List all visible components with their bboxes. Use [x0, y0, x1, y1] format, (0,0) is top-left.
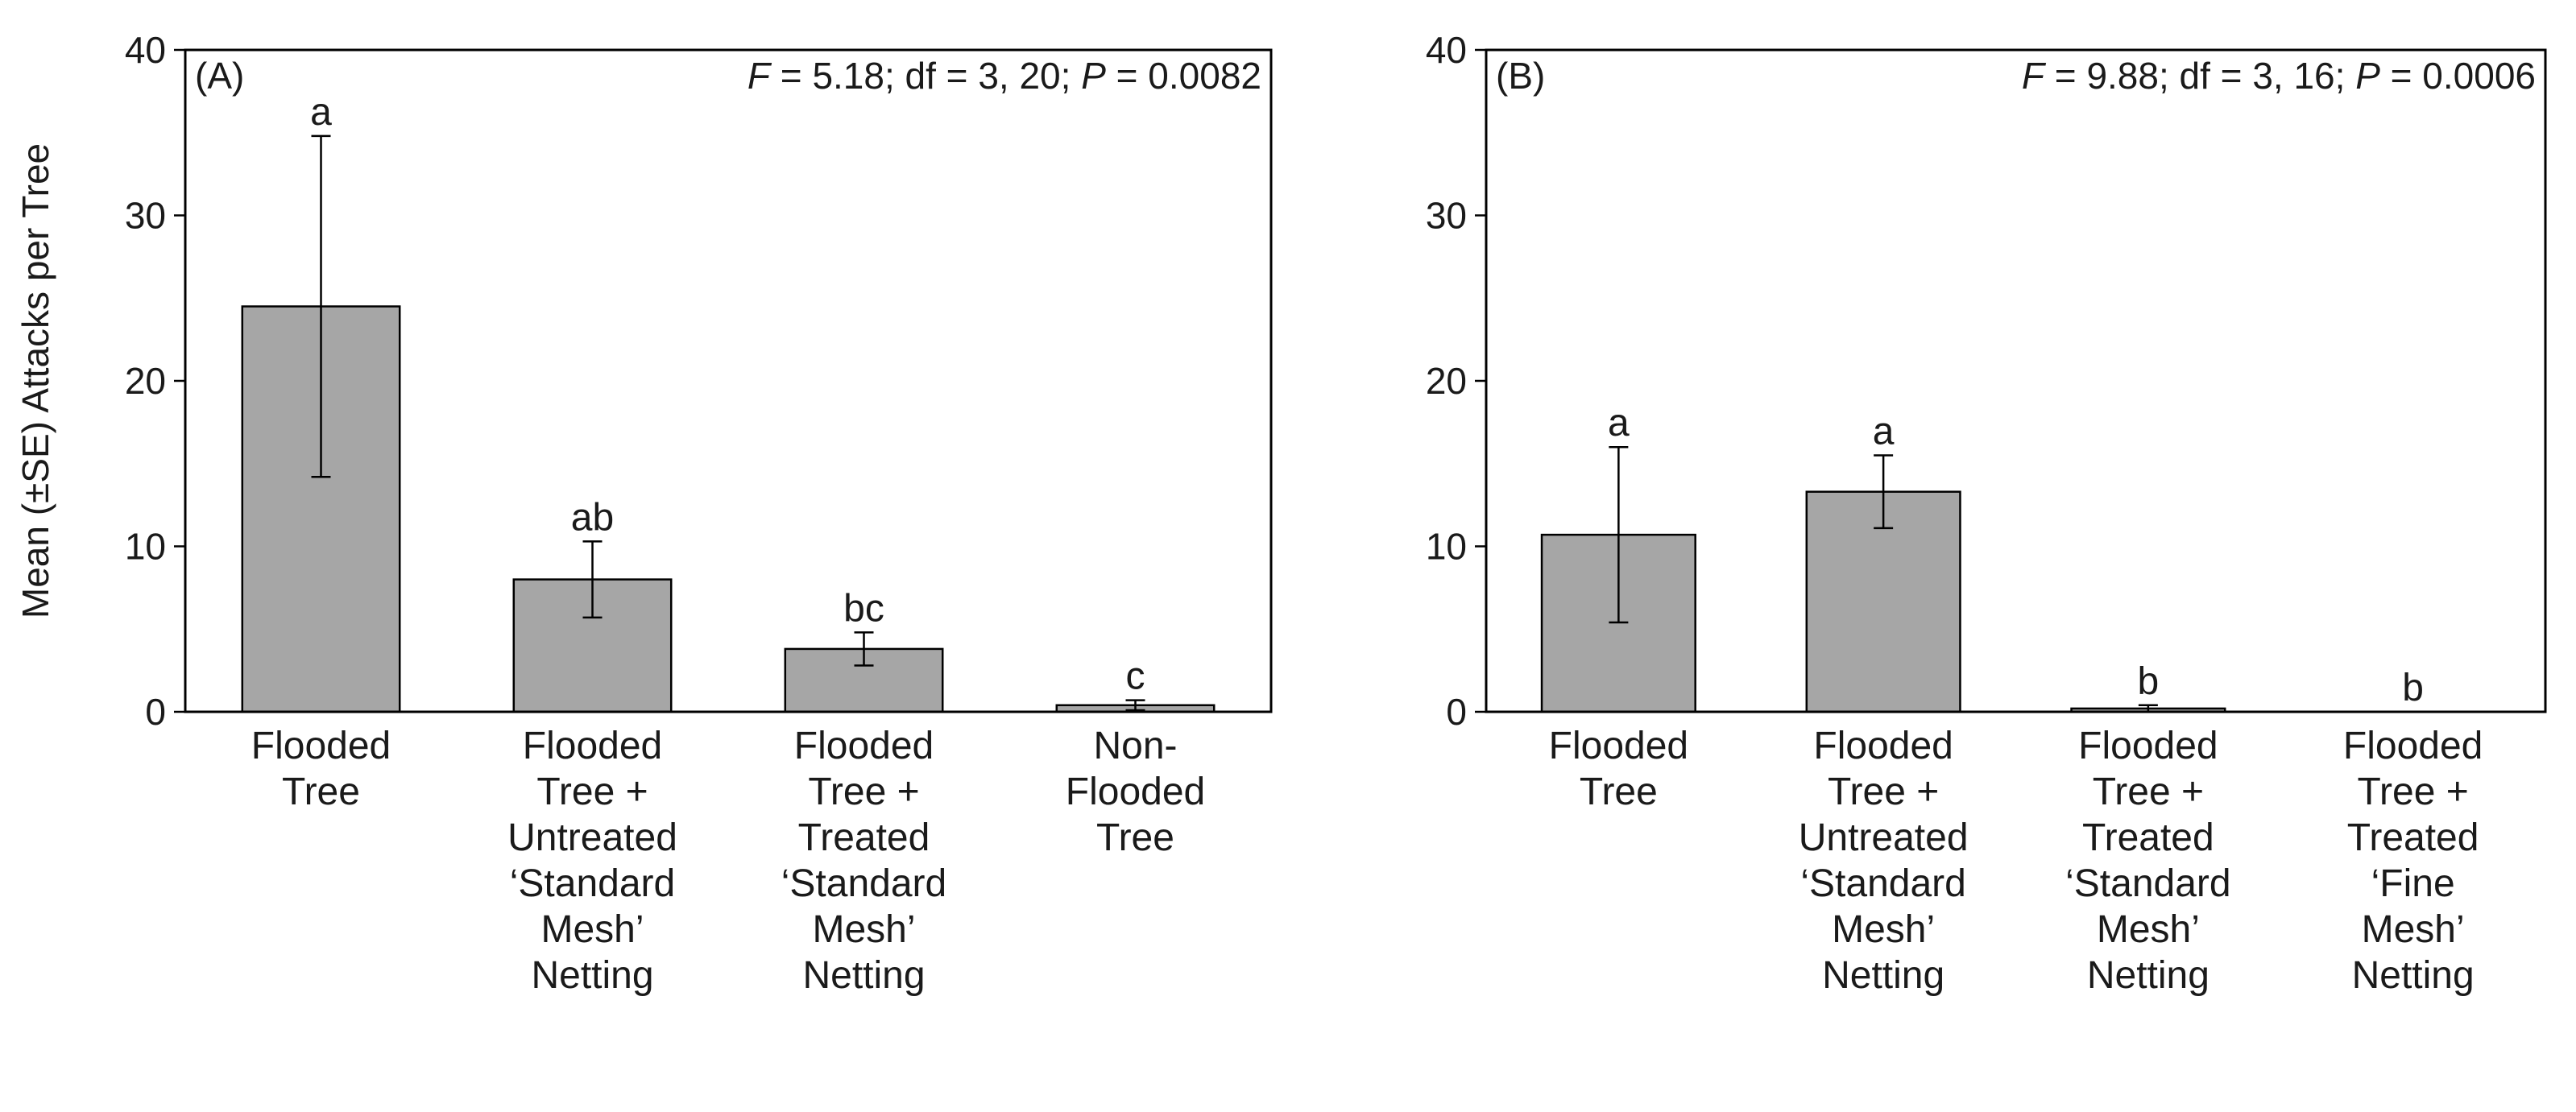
category-label: Flooded Tree	[1549, 725, 1688, 813]
plot-frame	[184, 48, 1273, 713]
significance-letter: c	[1126, 655, 1145, 698]
stats-annotation: F = 5.18; df = 3, 20; P = 0.0082	[748, 55, 1261, 97]
category-label-line: Treated	[798, 816, 930, 859]
category-label: Non-Flooded Tree	[1066, 725, 1205, 859]
y-tick-label: 0	[1446, 691, 1467, 733]
panel-label: (A)	[195, 55, 244, 97]
category-label-line: Mesh’	[2097, 908, 2200, 951]
panel-label: (B)	[1496, 55, 1545, 97]
y-tick-label: 20	[125, 360, 166, 402]
category-label-line: Netting	[802, 954, 925, 997]
category-label-line: Mesh’	[2362, 908, 2465, 951]
category-label-line: Non-	[1093, 725, 1177, 767]
category-label-line: Tree +	[536, 771, 648, 813]
significance-letter: a	[310, 91, 332, 134]
category-label-line: Netting	[2087, 954, 2209, 997]
y-tick-label: 10	[125, 526, 166, 568]
category-label-line: Netting	[531, 954, 653, 997]
category-label-line: Tree	[282, 771, 360, 813]
category-label: Flooded Tree + Treated ‘Standard Mesh’ Nettin…	[781, 725, 946, 997]
stats-part: = 5.18; df = 3, 20;	[770, 55, 1081, 97]
y-tick-label: 20	[1426, 360, 1467, 402]
category-label-line: Treated	[2347, 816, 2479, 859]
significance-letter: a	[1608, 402, 1630, 444]
y-tick-label: 30	[1426, 195, 1467, 237]
y-tick-label: 30	[125, 195, 166, 237]
plot-frame	[1485, 48, 2547, 713]
category-label: Flooded Tree + Treated ‘Fine Mesh’ Netting	[2343, 725, 2483, 997]
category-label: Flooded Tree	[251, 725, 391, 813]
category-label-line: Mesh’	[540, 908, 644, 951]
category-label-line: Tree +	[808, 771, 919, 813]
stats-part: = 9.88; df = 3, 16;	[2044, 55, 2355, 97]
stats-part: = 0.0006	[2380, 55, 2536, 97]
category-label-line: Flooded	[2078, 725, 2218, 767]
category-label-line: ‘Standard	[1800, 862, 1965, 905]
significance-letter: a	[1873, 410, 1895, 453]
category-label-line: Flooded	[794, 725, 934, 767]
significance-letter: ab	[571, 496, 614, 539]
stats-part: = 0.0082	[1106, 55, 1261, 97]
category-label: Flooded Tree + Untreated ‘Standard Mesh’ Nett…	[507, 725, 677, 997]
category-label-line: Flooded	[251, 725, 391, 767]
category-label-line: Tree +	[1828, 771, 1939, 813]
category-label-line: ‘Standard	[2065, 862, 2230, 905]
significance-letter: b	[2138, 660, 2160, 703]
y-tick-label: 40	[1426, 29, 1467, 71]
stats-part: P	[1081, 55, 1106, 97]
category-label: Flooded Tree + Treated ‘Standard Mesh’ Nettin…	[2065, 725, 2230, 997]
category-label-line: ‘Standard	[781, 862, 946, 905]
y-tick-label: 40	[125, 29, 166, 71]
stats-part: P	[2355, 55, 2380, 97]
stats-annotation: F = 9.88; df = 3, 16; P = 0.0006	[2022, 55, 2536, 97]
category-label: Flooded Tree + Untreated ‘Standard Mesh’ Nett…	[1799, 725, 1969, 997]
category-label-line: Netting	[2352, 954, 2475, 997]
y-tick-label: 0	[145, 691, 166, 733]
category-label-line: ‘Fine	[2371, 862, 2455, 905]
category-label-line: Flooded	[2343, 725, 2483, 767]
category-label-line: Tree +	[2357, 771, 2468, 813]
stats-part: F	[748, 55, 772, 97]
category-label-line: Treated	[2082, 816, 2214, 859]
category-label-line: Netting	[1822, 954, 1944, 997]
category-label-line: Tree	[1096, 816, 1174, 859]
category-label-line: Flooded	[1813, 725, 1953, 767]
category-label-line: ‘Standard	[510, 862, 675, 905]
category-label-line: Mesh’	[812, 908, 915, 951]
category-label-line: Untreated	[1799, 816, 1969, 859]
category-label-line: Tree +	[2093, 771, 2204, 813]
category-label-line: Tree	[1580, 771, 1658, 813]
stats-part: F	[2022, 55, 2047, 97]
category-label-line: Mesh’	[1832, 908, 1935, 951]
category-label-line: Flooded	[523, 725, 662, 767]
y-tick-label: 10	[1426, 526, 1467, 568]
category-label-line: Untreated	[507, 816, 677, 859]
category-label-line: Flooded	[1549, 725, 1688, 767]
significance-letter: b	[2402, 667, 2424, 709]
y-axis-title: Mean (±SE) Attacks per Tree	[14, 143, 56, 618]
category-label-line: Flooded	[1066, 771, 1205, 813]
significance-letter: bc	[843, 587, 884, 630]
